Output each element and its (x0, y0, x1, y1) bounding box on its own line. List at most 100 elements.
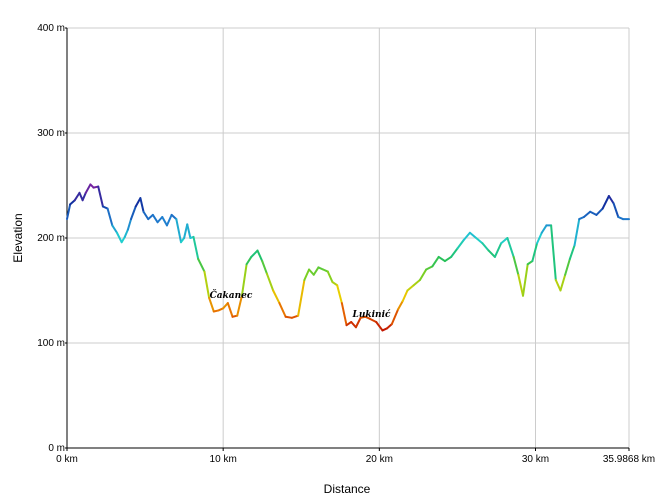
elevation-segment (326, 270, 334, 284)
elevation-segment (540, 224, 548, 234)
elevation-segment (607, 195, 615, 205)
elevation-segment (564, 258, 571, 276)
elevation-segment (222, 302, 229, 310)
elevation-segment (261, 260, 268, 275)
place-label: Lukinić (352, 309, 391, 320)
elevation-segment (375, 321, 384, 332)
x-tick-label: 20 km (366, 454, 393, 465)
elevation-segment (303, 268, 311, 281)
elevation-segment (601, 195, 610, 210)
elevation-segment (468, 231, 478, 239)
elevation-segment (412, 279, 421, 287)
axis-layer (65, 27, 630, 451)
elevation-segment (425, 265, 434, 271)
elevation-segment (612, 202, 620, 218)
elevation-segment (297, 279, 306, 317)
elevation-segment (350, 321, 357, 329)
elevation-series (66, 183, 630, 332)
elevation-segment (568, 244, 576, 260)
elevation-segment (73, 191, 81, 202)
elevation-segment (522, 263, 529, 297)
elevation-segment (368, 317, 378, 323)
elevation-segment (151, 213, 159, 224)
elevation-segment (156, 216, 164, 224)
elevation-segment (123, 228, 129, 238)
elevation-segment (142, 210, 150, 221)
y-tick-label: 0 m (48, 443, 65, 454)
elevation-segment (475, 237, 484, 245)
elevation-segment (401, 289, 409, 302)
x-tick-label: 30 km (522, 454, 549, 465)
elevation-segment (312, 266, 320, 276)
elevation-segment (147, 213, 154, 221)
place-label: Čakanec (210, 289, 253, 301)
y-tick-label: 200 m (37, 233, 65, 244)
elevation-segment (197, 258, 206, 273)
elevation-segment (84, 183, 92, 194)
elevation-segment (487, 249, 496, 258)
elevation-segment (506, 237, 515, 258)
elevation-segment (115, 231, 123, 244)
x-tick-label: 10 km (210, 454, 237, 465)
elevation-segment (278, 302, 287, 318)
elevation-segment (431, 255, 440, 268)
elevation-segment (208, 296, 215, 313)
elevation-segment (97, 185, 104, 208)
elevation-segment (517, 273, 525, 297)
elevation-segment (265, 272, 275, 292)
place-annotations: Čakanec Lukinić (210, 289, 391, 320)
elevation-segment (340, 302, 348, 327)
elevation-segment (66, 203, 72, 221)
elevation-segment (165, 213, 173, 227)
elevation-segment (245, 255, 253, 266)
elevation-segment (308, 268, 315, 276)
y-tick-label: 100 m (37, 338, 65, 349)
elevation-segment (170, 213, 178, 221)
grid-layer (67, 27, 630, 448)
elevation-segment (512, 255, 520, 276)
elevation-segment (554, 279, 562, 292)
elevation-segment (203, 270, 211, 299)
elevation-segment (240, 263, 248, 297)
elevation-segment (186, 223, 192, 239)
elevation-segment (126, 218, 133, 231)
elevation-segment (589, 210, 598, 216)
elevation-segment (81, 191, 87, 202)
elevation-segment (130, 205, 137, 221)
elevation-segment (111, 224, 118, 234)
x-tick-label: 35.9868 km (603, 454, 655, 465)
x-axis-title: Distance (324, 482, 371, 496)
elevation-segment (106, 207, 114, 227)
elevation-segment (595, 207, 604, 216)
y-tick-label: 400 m (37, 23, 65, 34)
elevation-segment (120, 235, 126, 244)
elevation-segment (559, 273, 567, 292)
elevation-segment (236, 294, 243, 317)
elevation-segment (290, 314, 300, 319)
elevation-segment (481, 242, 490, 252)
elevation-segment (134, 197, 142, 208)
y-tick-label: 300 m (37, 128, 65, 139)
elevation-segment (336, 284, 343, 305)
elevation-segment (582, 210, 592, 218)
elevation-segment (550, 224, 557, 281)
y-axis-title: Elevation (11, 213, 25, 262)
elevation-segment (175, 218, 183, 244)
elevation-segment (226, 302, 234, 318)
elevation-segment (493, 242, 503, 258)
elevation-segment (272, 289, 281, 305)
elevation-segment (192, 235, 200, 260)
elevation-segment (500, 237, 509, 245)
elevation-segment (390, 308, 400, 326)
elevation-segment (354, 316, 362, 329)
elevation-segment (443, 255, 453, 263)
elevation-segment (256, 249, 264, 263)
tick-labels: 0 m 100 m 200 m 300 m 400 m 0 km 10 km 20 km 30 … (37, 23, 655, 465)
elevation-segment (450, 247, 459, 258)
elevation-segment (418, 268, 428, 281)
elevation-segment (139, 197, 145, 213)
elevation-segment (183, 223, 189, 239)
x-tick-label: 0 km (56, 454, 78, 465)
elevation-segment (284, 315, 293, 319)
